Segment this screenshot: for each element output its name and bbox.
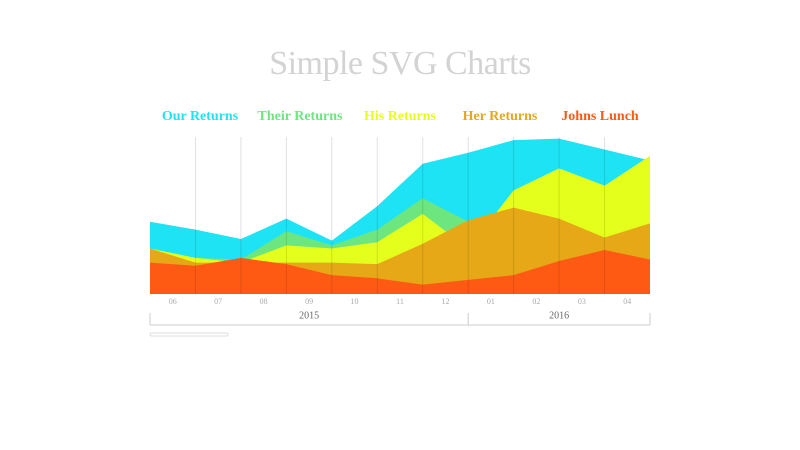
areas [150, 138, 650, 294]
legend-label: Johns Lunch [561, 109, 639, 124]
area [150, 250, 650, 294]
x-tick-label: 03 [578, 297, 586, 306]
x-tick-label: 07 [214, 297, 222, 306]
x-tick-label: 01 [487, 297, 495, 306]
legend-label: Her Returns [463, 109, 538, 124]
x-tick-label: 12 [441, 297, 449, 306]
legend-label: Our Returns [162, 109, 239, 124]
legend-label: His Returns [364, 109, 437, 124]
year-label: 2016 [549, 310, 569, 321]
x-tick-label: 06 [169, 297, 177, 306]
x-tick-label: 08 [260, 297, 268, 306]
x-tick-label: 09 [305, 297, 313, 306]
overlay: Our Returns Their Returns His Returns Her R… [149, 109, 651, 326]
x-tick-label: 02 [532, 297, 540, 306]
x-tick-label: 11 [396, 297, 404, 306]
x-tick-label: 04 [623, 297, 631, 306]
scrollbar [149, 332, 229, 337]
x-tick-label: 10 [351, 297, 359, 306]
year-label: 2015 [299, 310, 319, 321]
chart-title: Simple SVG Charts [269, 45, 531, 82]
legend-label: Their Returns [258, 109, 343, 124]
